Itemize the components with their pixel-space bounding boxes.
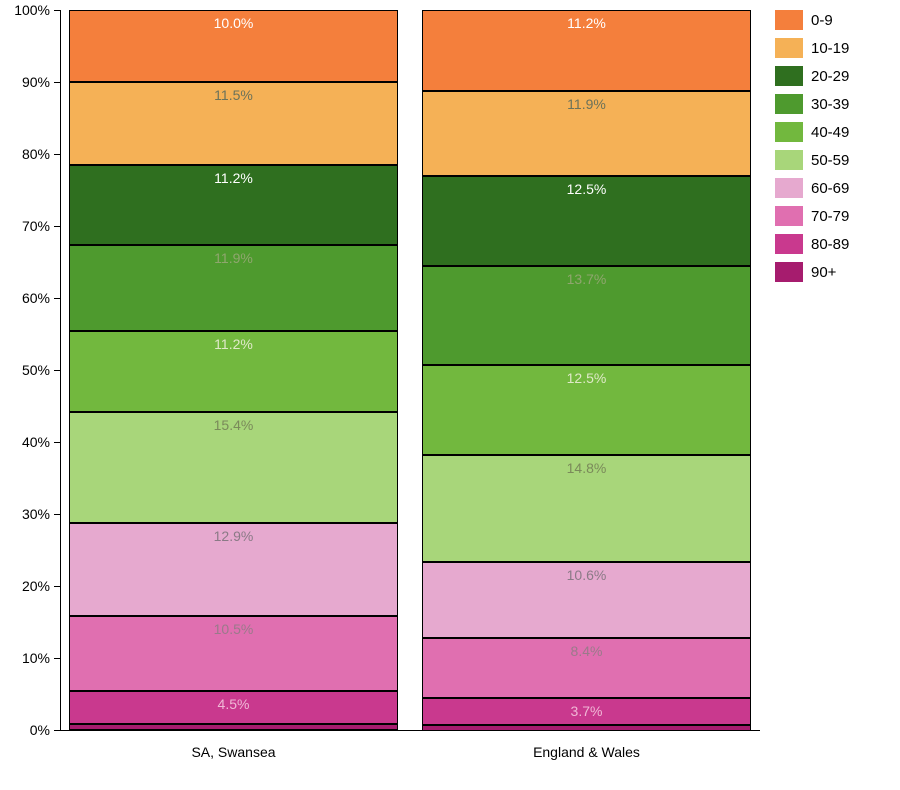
bar-segment: 11.5% — [69, 82, 399, 165]
legend-item: 60-69 — [775, 178, 849, 198]
y-axis-line — [60, 10, 61, 730]
bar-segment: 15.4% — [69, 412, 399, 523]
y-tick-label: 70% — [2, 218, 50, 234]
bar-segment: 12.5% — [422, 365, 752, 455]
segment-value-label: 3.7% — [571, 703, 603, 719]
segment-value-label: 12.5% — [567, 370, 607, 386]
bar-segment: 4.5% — [69, 691, 399, 723]
y-tick-label: 30% — [2, 506, 50, 522]
legend-item: 0-9 — [775, 10, 849, 30]
segment-value-label: 14.8% — [567, 460, 607, 476]
segment-value-label: 4.5% — [218, 696, 250, 712]
legend-label: 40-49 — [811, 124, 849, 141]
legend-label: 0-9 — [811, 12, 833, 29]
bar-segment — [69, 724, 399, 730]
legend-label: 10-19 — [811, 40, 849, 57]
legend-swatch — [775, 94, 803, 114]
legend-label: 70-79 — [811, 208, 849, 225]
x-tick-label: SA, Swansea — [191, 744, 275, 760]
legend-item: 30-39 — [775, 94, 849, 114]
y-tick-label: 90% — [2, 74, 50, 90]
legend-item: 50-59 — [775, 150, 849, 170]
legend-swatch — [775, 262, 803, 282]
segment-value-label: 10.0% — [214, 15, 254, 31]
bar-segment: 11.2% — [422, 10, 752, 91]
segment-value-label: 15.4% — [214, 417, 254, 433]
legend-swatch — [775, 38, 803, 58]
segment-value-label: 11.2% — [567, 15, 606, 31]
y-tick-label: 0% — [2, 722, 50, 738]
y-tick-label: 10% — [2, 650, 50, 666]
segment-value-label: 10.5% — [214, 621, 254, 637]
y-tick-label: 40% — [2, 434, 50, 450]
y-tick-label: 100% — [2, 2, 50, 18]
legend-item: 40-49 — [775, 122, 849, 142]
segment-value-label: 12.5% — [567, 181, 607, 197]
y-tick-label: 60% — [2, 290, 50, 306]
y-tick-label: 50% — [2, 362, 50, 378]
x-axis-line — [60, 730, 760, 731]
legend: 0-9 10-19 20-29 30-39 40-49 50-59 60-69 70-79 80… — [775, 10, 849, 290]
legend-item: 70-79 — [775, 206, 849, 226]
legend-label: 60-69 — [811, 180, 849, 197]
legend-swatch — [775, 10, 803, 30]
bar-segment: 11.2% — [69, 331, 399, 412]
bar-segment: 11.9% — [422, 91, 752, 177]
segment-value-label: 8.4% — [571, 643, 603, 659]
segment-value-label: 10.6% — [567, 567, 607, 583]
segment-value-label: 11.9% — [567, 96, 606, 112]
bar-segment: 13.7% — [422, 266, 752, 365]
legend-label: 30-39 — [811, 96, 849, 113]
legend-swatch — [775, 206, 803, 226]
segment-value-label: 11.2% — [214, 336, 253, 352]
bar-segment: 10.6% — [422, 562, 752, 638]
segment-value-label: 13.7% — [567, 271, 607, 287]
legend-item: 90+ — [775, 262, 849, 282]
x-tick-label: England & Wales — [533, 744, 640, 760]
segment-value-label: 12.9% — [214, 528, 254, 544]
y-tick-label: 20% — [2, 578, 50, 594]
legend-swatch — [775, 122, 803, 142]
stacked-bar-chart: 0% 10% 20% 30% 40% 50% 60% 70% 80% 90% 100% SA, Sw… — [0, 0, 900, 790]
y-tick-label: 80% — [2, 146, 50, 162]
bar-segment: 11.2% — [69, 165, 399, 246]
bar-column: 10.0% 11.5% 11.2% 11.9% 11.2% 15.4% 12.9% 10.5%… — [69, 10, 399, 730]
bar-segment: 11.9% — [69, 245, 399, 331]
bar-column: 11.2% 11.9% 12.5% 13.7% 12.5% 14.8% 10.6% 8.4% 3… — [422, 10, 752, 730]
legend-swatch — [775, 150, 803, 170]
legend-swatch — [775, 234, 803, 254]
bar-segment: 10.5% — [69, 616, 399, 692]
segment-value-label: 11.2% — [214, 170, 253, 186]
legend-label: 80-89 — [811, 236, 849, 253]
legend-item: 10-19 — [775, 38, 849, 58]
segment-value-label: 11.5% — [214, 87, 253, 103]
bar-segment: 10.0% — [69, 10, 399, 82]
legend-label: 90+ — [811, 264, 836, 281]
legend-label: 20-29 — [811, 68, 849, 85]
segment-value-label: 11.9% — [214, 250, 253, 266]
bar-segment: 3.7% — [422, 698, 752, 725]
bar-segment: 12.5% — [422, 176, 752, 266]
bar-segment: 14.8% — [422, 455, 752, 562]
legend-item: 80-89 — [775, 234, 849, 254]
legend-label: 50-59 — [811, 152, 849, 169]
legend-swatch — [775, 66, 803, 86]
bar-segment: 8.4% — [422, 638, 752, 698]
legend-item: 20-29 — [775, 66, 849, 86]
bar-segment: 12.9% — [69, 523, 399, 616]
legend-swatch — [775, 178, 803, 198]
